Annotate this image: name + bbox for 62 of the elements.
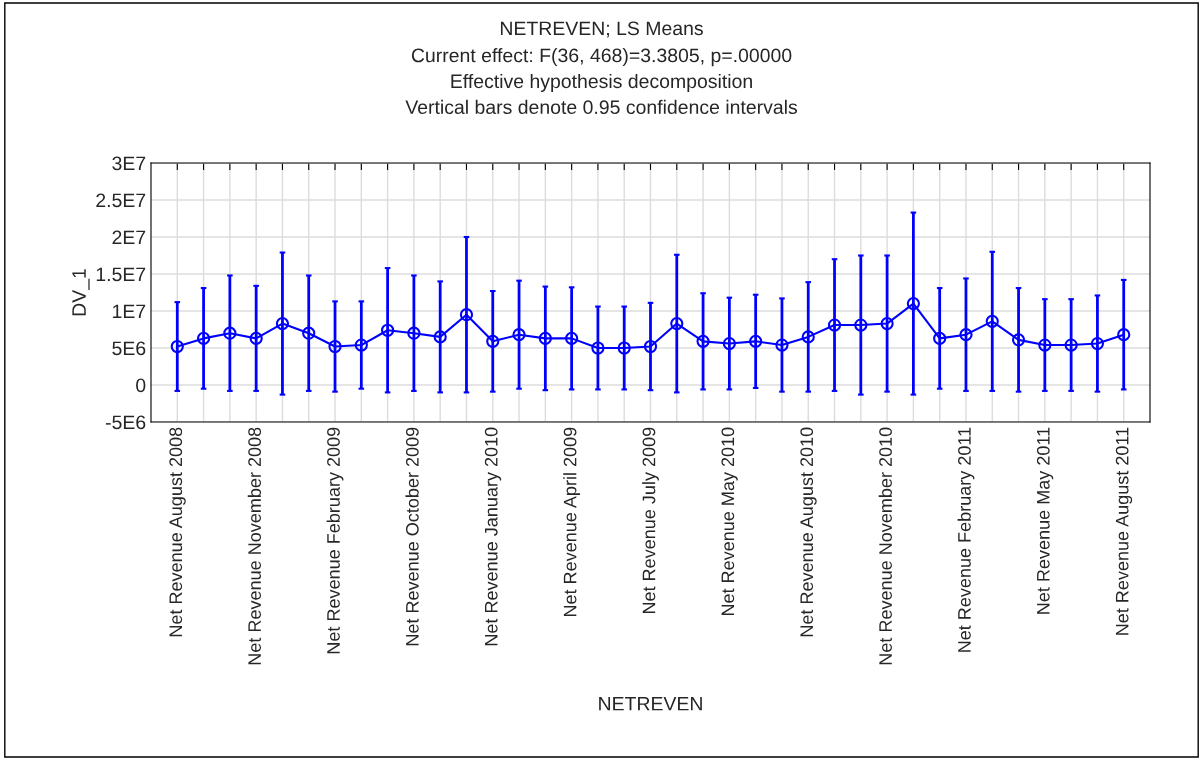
point xyxy=(223,326,237,340)
y-tick-label: -5E6 xyxy=(105,415,146,430)
point xyxy=(170,339,184,354)
point xyxy=(381,323,395,337)
point xyxy=(538,331,552,345)
y-tick-label: 1E7 xyxy=(113,304,146,319)
point xyxy=(196,331,211,345)
x-tick-label: Net Revenue May 2011 xyxy=(1036,427,1054,614)
point xyxy=(1090,336,1105,351)
x-tick-label: Net Revenue May 2010 xyxy=(721,427,738,616)
x-tick-label: Net Revenue August 2008 xyxy=(169,427,186,637)
point xyxy=(512,328,526,342)
chart-title: NETREVEN; LS Means xyxy=(500,21,703,38)
x-tick-label: Net Revenue April 2009 xyxy=(563,427,581,617)
y-tick-label: 2E7 xyxy=(112,230,146,245)
x-axis-title: NETREVEN xyxy=(599,696,702,711)
point xyxy=(433,330,447,344)
point xyxy=(1117,328,1131,342)
x-tick-label: Net Revenue November 2008 xyxy=(247,427,261,665)
x-tick-label: Net Revenue February 2009 xyxy=(326,427,344,654)
point xyxy=(565,331,579,345)
point xyxy=(1011,333,1026,347)
point xyxy=(1064,338,1078,352)
chart-subtitle: Current effect: F(36, 468)=3.3805, p=.00000 Effective hypothesis decomposition Vertical bars denote 0.95 confidence intervals xyxy=(405,48,797,115)
point xyxy=(407,326,421,340)
point xyxy=(696,334,710,348)
point xyxy=(302,326,316,340)
point xyxy=(643,339,658,354)
y-tick-label: 2.5E7 xyxy=(96,193,146,208)
x-tick-label: Net Revenue January 2010 xyxy=(484,427,502,646)
point xyxy=(906,297,920,311)
point xyxy=(933,331,947,345)
point xyxy=(827,318,842,332)
point xyxy=(854,318,868,332)
point xyxy=(328,339,342,354)
point xyxy=(749,334,763,348)
point xyxy=(985,314,999,328)
point xyxy=(959,328,973,342)
x-tick-label: Net Revenue November 2010 xyxy=(878,427,892,665)
point xyxy=(801,330,815,344)
x-tick-label: Net Revenue July 2009 xyxy=(642,427,659,614)
x-tick-label: Net Revenue February 2011 xyxy=(957,427,975,652)
x-tick-label: Net Revenue October 2009 xyxy=(405,427,419,646)
y-tick-label: 3E7 xyxy=(112,156,146,171)
point xyxy=(1038,338,1052,352)
y-tick-label: 1.5E7 xyxy=(96,267,146,282)
point xyxy=(617,341,631,355)
x-tick-label: Net Revenue August 2011 xyxy=(1115,427,1133,635)
point xyxy=(486,334,500,348)
y-tick-label: 5E6 xyxy=(112,341,146,356)
point xyxy=(880,316,894,331)
point xyxy=(775,338,789,352)
y-tick-label: 0 xyxy=(136,378,146,393)
point xyxy=(722,336,736,351)
point xyxy=(249,331,263,345)
y-axis-title: DV_1 xyxy=(72,269,90,316)
point xyxy=(670,316,684,331)
point xyxy=(275,316,290,331)
point xyxy=(459,308,474,322)
point xyxy=(591,341,605,355)
x-tick-label: Net Revenue August 2010 xyxy=(800,427,817,637)
point xyxy=(354,338,368,352)
